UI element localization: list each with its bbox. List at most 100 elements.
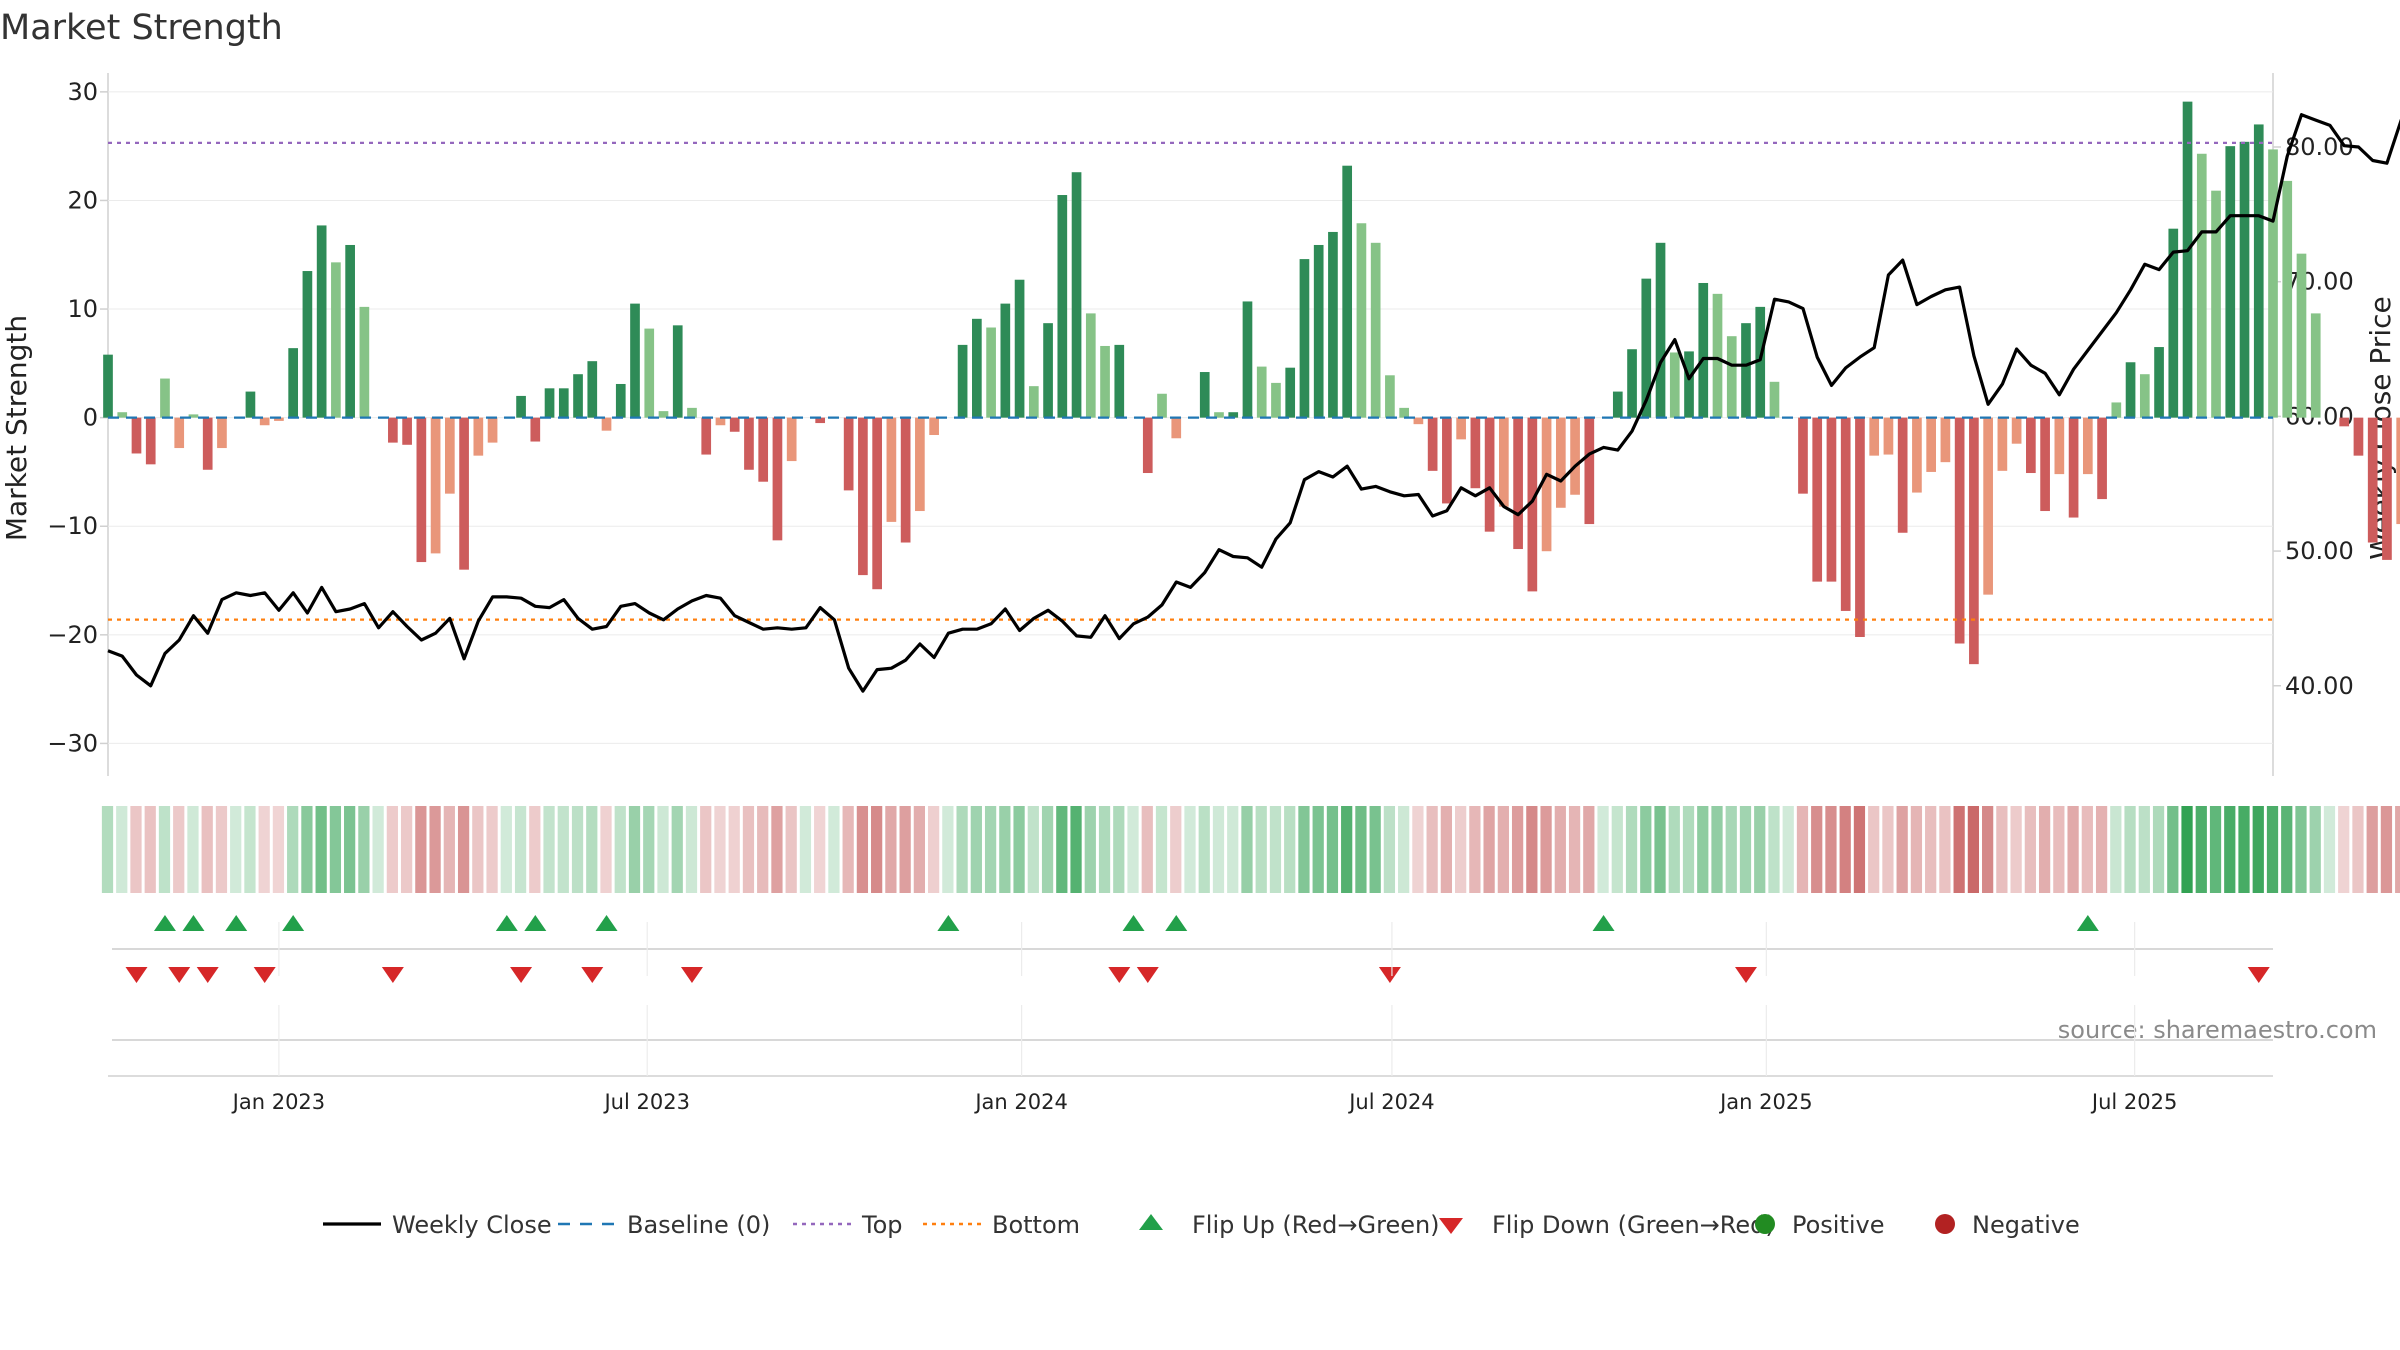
strength-bar-positive (1684, 351, 1694, 418)
heat-strip-cell (1996, 806, 2008, 893)
strength-bar-positive (117, 412, 128, 418)
heat-strip-cell (1910, 806, 1923, 893)
chart-title: Market Strength (0, 8, 283, 48)
strength-bar-negative (1527, 417, 1538, 592)
strength-bar-negative (701, 417, 712, 455)
heat-strip-cell (144, 806, 156, 893)
strength-bar-negative (601, 417, 612, 431)
legend-swatch-circle (1935, 1214, 1955, 1234)
legend-item: Flip Up (Red→Green) (1139, 1211, 1440, 1239)
heat-strip-cell (2238, 806, 2250, 893)
legend-item: Bottom (923, 1211, 1080, 1239)
heat-strip-cell (1255, 806, 1267, 893)
heat-strip-cell (386, 806, 398, 893)
strength-bar-negative (388, 417, 398, 443)
strength-bar-positive (1726, 336, 1737, 418)
strength-bar-positive (1214, 412, 1224, 418)
strength-bar-positive (986, 327, 996, 418)
strength-bar-negative (1555, 417, 1566, 508)
strength-bar-positive (1071, 172, 1082, 418)
heat-strip-cell (2338, 806, 2350, 893)
heat-strip-cell (1212, 806, 1225, 893)
heat-strip-cell (2110, 806, 2122, 893)
heat-strip-cell (301, 806, 313, 893)
heat-strip-cell (1668, 806, 1680, 893)
strength-bar-positive (587, 361, 598, 418)
strength-bar-negative (929, 417, 939, 436)
heat-strip-cell (643, 806, 655, 893)
strength-bar-negative (145, 417, 156, 465)
strength-bar-positive (1000, 303, 1011, 418)
heat-strip-cell (1953, 806, 1965, 893)
heat-strip-cell (1882, 806, 1894, 893)
legend-item: Negative (1935, 1211, 2080, 1239)
heat-strip-cell (956, 806, 968, 893)
heat-strip-cell (2181, 806, 2193, 893)
heat-strip-cell (757, 806, 769, 893)
flip-down-marker (680, 967, 703, 983)
strength-bar-positive (516, 395, 526, 418)
heat-strip-cell (1469, 806, 1481, 893)
strength-bar-negative (1442, 417, 1452, 504)
strength-bar-positive (1043, 323, 1053, 418)
strength-bar-positive (615, 383, 626, 418)
flip-up-marker (595, 915, 618, 931)
heat-strip-cell (1355, 806, 1367, 893)
heat-strip-cell (1312, 806, 1324, 893)
strength-bar-positive (1627, 349, 1637, 418)
heat-strip-cell (1568, 806, 1581, 893)
strength-bar-negative (1427, 417, 1438, 471)
strength-bar-positive (188, 414, 199, 418)
strength-bar-negative (2082, 417, 2093, 475)
heat-strip-cell (2309, 806, 2321, 893)
heat-strip-cell (2167, 806, 2179, 893)
heat-strip-cell (1497, 806, 1509, 893)
flip-down-marker (1378, 967, 1401, 983)
flip-down-marker (168, 967, 191, 983)
strength-bar-positive (160, 378, 170, 418)
y-tick-label-right: 70.00 (2285, 268, 2354, 296)
heat-strip-cell (1939, 806, 1951, 893)
heat-strip-cell (1526, 806, 1538, 893)
y-tick-label-right: 50.00 (2285, 537, 2354, 565)
heat-strip-cell (2124, 806, 2136, 893)
strength-bar-negative (1570, 417, 1580, 495)
flip-up-marker (524, 915, 547, 931)
y-axis-left-title: Market Strength (0, 315, 33, 541)
strength-bar-negative (715, 417, 726, 426)
x-tick-label: Jul 2024 (1347, 1090, 1434, 1114)
heat-strip-cell (1597, 806, 1609, 893)
strength-bar-negative (2353, 417, 2364, 456)
x-tick-label: Jan 2024 (973, 1090, 1068, 1114)
legend-item: Top (793, 1211, 903, 1239)
strength-bar-negative (1513, 417, 1523, 550)
legend-label: Flip Down (Green→Red) (1492, 1211, 1775, 1239)
strength-bar-positive (1028, 386, 1039, 418)
strength-bar-positive (2111, 402, 2122, 418)
heat-strip-cell (1711, 806, 1723, 893)
heat-strip-cell (2152, 806, 2165, 893)
heat-strip-cell (2352, 806, 2364, 893)
heat-strip-cell (1511, 806, 1524, 893)
heat-strip-cell (543, 806, 555, 893)
strength-bar-positive (2310, 313, 2321, 418)
strength-bar-negative (758, 417, 769, 482)
strength-bar-negative (530, 417, 541, 442)
heat-strip-cell (1654, 806, 1666, 893)
strength-bar-positive (1285, 367, 1296, 418)
strength-bar-negative (843, 417, 854, 491)
heat-strip-cell (1056, 806, 1068, 893)
strength-bar-negative (2068, 417, 2079, 518)
strength-bar-positive (1741, 323, 1751, 418)
heat-strip-cell (1825, 806, 1837, 893)
heat-strip-cell (1440, 806, 1453, 893)
heat-strip-cell (671, 806, 683, 893)
strength-bar-negative (1456, 417, 1466, 440)
heat-strip-cell (1041, 806, 1054, 893)
flip-down-marker (510, 967, 533, 983)
strength-bar-negative (1171, 417, 1182, 439)
strength-bar-negative (2367, 417, 2378, 543)
heat-strip-cell (1725, 806, 1737, 893)
strength-bar-negative (2382, 417, 2392, 560)
heat-strip-cell (1925, 806, 1937, 893)
